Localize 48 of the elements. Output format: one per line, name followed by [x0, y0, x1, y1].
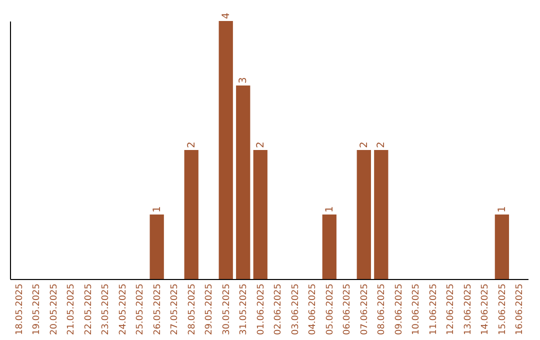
- x-tick-label: 27.05.2025: [170, 284, 180, 336]
- x-tick-label: 26.05.2025: [152, 284, 163, 336]
- x-tick-label: 25.05.2025: [136, 284, 146, 336]
- data-label: 2: [255, 142, 266, 148]
- data-label: 1: [324, 206, 336, 212]
- x-tick-label: 23.05.2025: [101, 284, 112, 336]
- x-tick-label: 08.06.2025: [377, 284, 388, 336]
- bar: [322, 214, 336, 279]
- data-label: 1: [496, 206, 508, 212]
- bar: [236, 86, 250, 279]
- x-tick-label: 18.05.2025: [14, 284, 25, 336]
- x-tick-label: 24.05.2025: [118, 284, 128, 336]
- x-tick-label: 19.05.2025: [32, 284, 42, 336]
- x-tick-label: 04.06.2025: [308, 284, 318, 336]
- bar: [374, 150, 388, 279]
- bar: [494, 214, 510, 279]
- data-label: 3: [238, 77, 250, 84]
- x-tick-label: 30.05.2025: [222, 284, 232, 336]
- bar: [253, 150, 268, 279]
- data-label: 2: [186, 142, 198, 148]
- x-tick-label: 06.06.2025: [342, 284, 353, 336]
- x-tick-label: 02.06.2025: [274, 284, 284, 336]
- x-tick-label: 20.05.2025: [49, 284, 60, 336]
- x-tick-label: 31.05.2025: [239, 284, 250, 336]
- data-label: 2: [376, 142, 388, 148]
- bar: [218, 21, 233, 279]
- x-tick-label: 09.06.2025: [394, 284, 404, 336]
- x-tick-label: 21.05.2025: [66, 284, 77, 336]
- bar: [150, 214, 164, 279]
- x-tick-label: 10.06.2025: [412, 284, 422, 336]
- x-tick-label: 28.05.2025: [187, 284, 198, 336]
- data-label: 4: [220, 12, 232, 19]
- bar: [184, 150, 198, 279]
- x-tick-label: 29.05.2025: [204, 284, 215, 336]
- x-tick-label: 03.06.2025: [290, 284, 301, 336]
- x-tick-label: 07.06.2025: [360, 284, 370, 336]
- x-tick-label: 05.06.2025: [325, 284, 336, 336]
- x-tick-label: 01.06.2025: [256, 284, 266, 336]
- x-tick-label: 16.06.2025: [515, 284, 526, 336]
- data-label: 1: [152, 206, 163, 212]
- x-tick-label: 15.06.2025: [498, 284, 508, 336]
- bar: [356, 150, 371, 279]
- x-tick-label: 12.06.2025: [446, 284, 456, 336]
- data-label: 2: [358, 142, 370, 148]
- x-tick-label: 13.06.2025: [463, 284, 474, 336]
- x-tick-label: 22.05.2025: [84, 284, 94, 336]
- x-tick-label: 14.06.2025: [480, 284, 491, 336]
- x-tick-label: 11.06.2025: [428, 284, 439, 336]
